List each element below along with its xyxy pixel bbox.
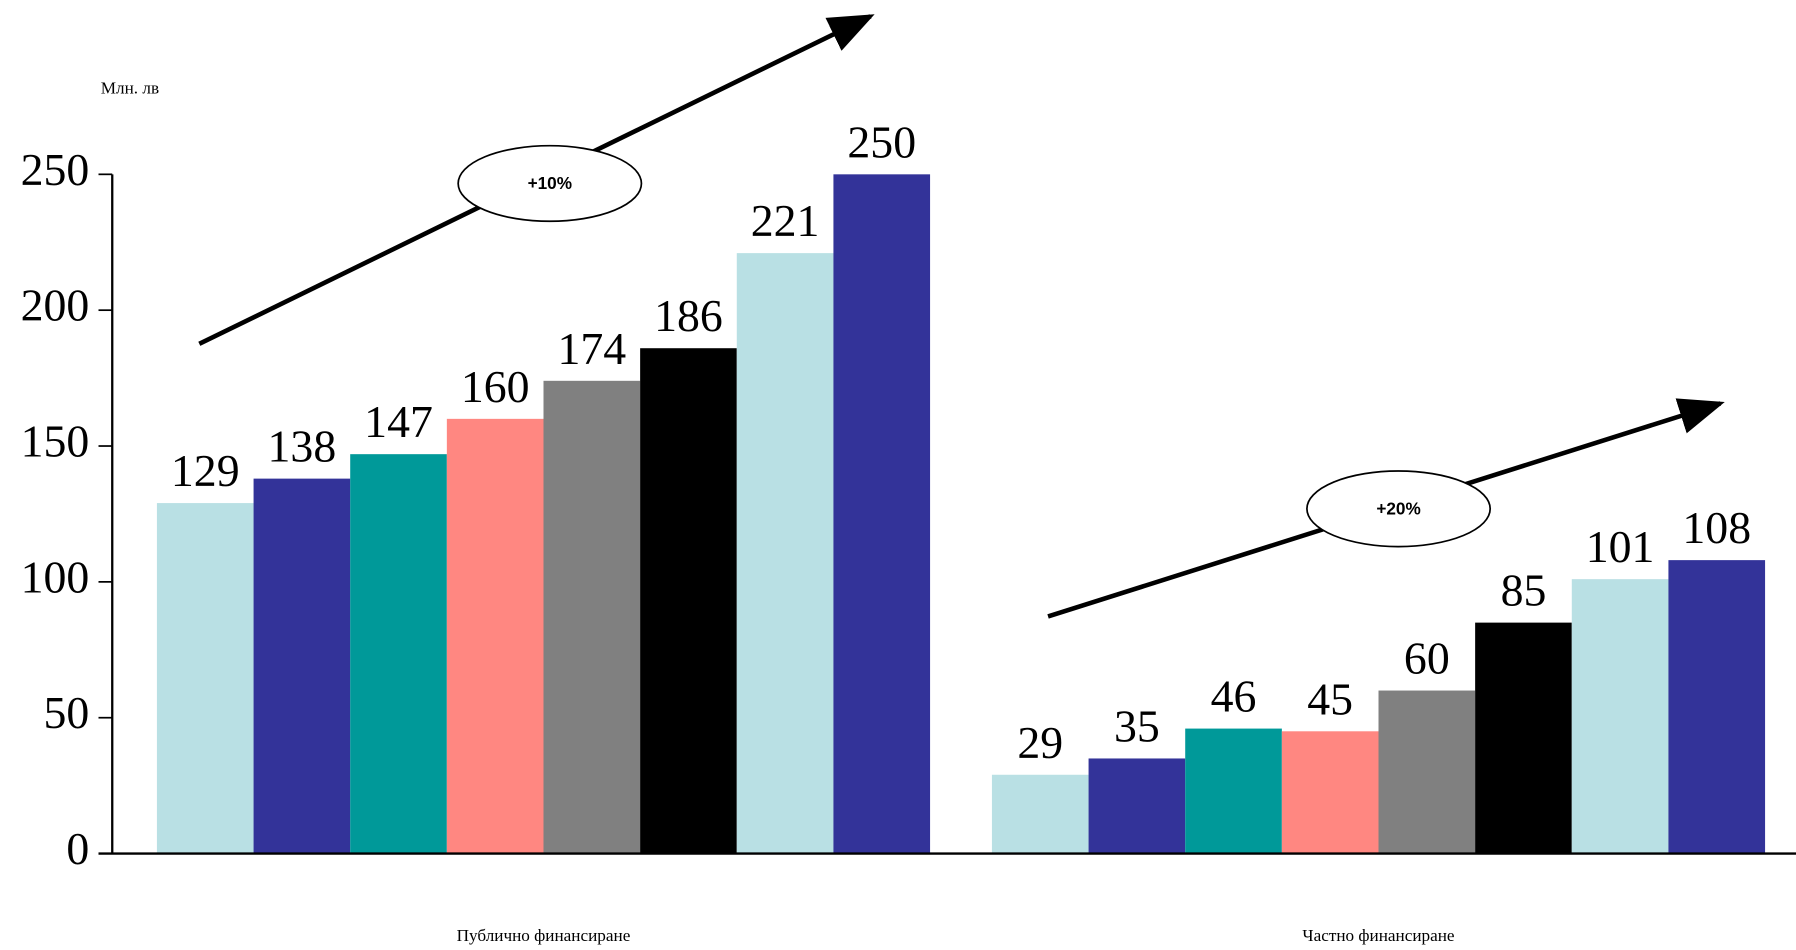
bar xyxy=(1378,690,1476,854)
bar xyxy=(991,774,1089,854)
data-label: 46 xyxy=(1211,671,1257,722)
bar xyxy=(156,503,254,854)
bar xyxy=(640,348,737,854)
data-label: 186 xyxy=(654,290,723,341)
data-label: 250 xyxy=(847,116,916,167)
bar xyxy=(1668,560,1766,854)
data-label: 35 xyxy=(1114,700,1160,751)
data-label: 160 xyxy=(461,361,530,412)
annotation-bubble xyxy=(1306,470,1492,548)
data-label: 138 xyxy=(268,421,337,472)
data-label: 101 xyxy=(1586,521,1655,572)
bar xyxy=(446,418,544,854)
bar xyxy=(1185,728,1282,854)
data-label: 29 xyxy=(1017,717,1063,768)
data-label: 221 xyxy=(751,195,820,246)
data-label: 147 xyxy=(364,396,433,447)
bar xyxy=(736,253,834,854)
y-axis-label: Млн. лв xyxy=(101,79,159,98)
bar xyxy=(1281,731,1379,854)
annotation: +10% xyxy=(528,173,572,193)
y-tick-label: 200 xyxy=(21,280,90,331)
bar xyxy=(253,478,351,854)
bar xyxy=(1475,622,1572,854)
y-tick-label: 150 xyxy=(21,416,90,467)
annotation-bubble xyxy=(457,144,643,223)
bar xyxy=(543,380,641,854)
bar xyxy=(1088,758,1186,854)
bar xyxy=(833,174,931,854)
data-label: 129 xyxy=(171,445,240,496)
data-label: 174 xyxy=(557,323,626,374)
plot: 0 50 100 150 200 250 129 138 147 160 174 186 221 250 П… xyxy=(21,116,1796,945)
bar xyxy=(350,454,447,854)
y-tick-label: 100 xyxy=(21,551,90,602)
y-tick-label: 50 xyxy=(44,687,90,738)
x-tick-label: Публично финансиране xyxy=(457,926,631,945)
data-label: 108 xyxy=(1682,502,1751,553)
annotation: +20% xyxy=(1376,498,1420,518)
data-label: 60 xyxy=(1404,633,1450,684)
data-label: 45 xyxy=(1307,673,1353,724)
bar xyxy=(1571,579,1669,854)
x-tick-label: Частно финансиране xyxy=(1302,926,1455,945)
y-tick-label: 0 xyxy=(66,823,89,874)
data-label: 85 xyxy=(1501,565,1547,616)
y-tick-label: 250 xyxy=(21,144,90,195)
